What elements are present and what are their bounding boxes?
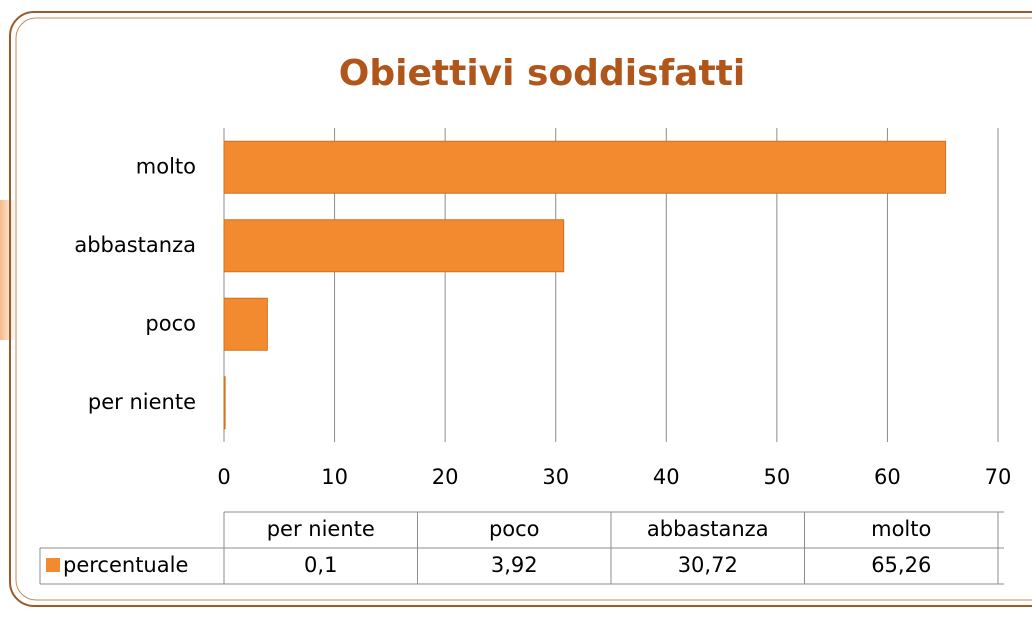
table-header: molto — [871, 517, 931, 541]
x-tick-label: 20 — [432, 465, 459, 489]
chart-title: Obiettivi soddisfatti — [339, 53, 745, 94]
table-header: abbastanza — [647, 517, 769, 541]
x-tick-label: 70 — [985, 465, 1012, 489]
x-tick-label: 50 — [763, 465, 790, 489]
y-tick-label: poco — [145, 311, 196, 335]
bar — [223, 140, 947, 194]
legend-key — [46, 558, 60, 572]
frame — [9, 11, 1032, 607]
frame-glow — [0, 200, 16, 340]
table-value: 0,1 — [304, 553, 337, 577]
table-value: 65,26 — [871, 553, 931, 577]
table-value: 3,92 — [491, 553, 538, 577]
x-tick-label: 40 — [653, 465, 680, 489]
y-tick-label: molto — [136, 154, 196, 178]
table-value: 30,72 — [678, 553, 738, 577]
x-tick-label: 30 — [542, 465, 569, 489]
frame-inner — [15, 17, 1032, 601]
bar — [223, 219, 565, 273]
table-header: poco — [489, 517, 540, 541]
y-tick-label: abbastanza — [74, 233, 196, 257]
legend-label: percentuale — [63, 553, 188, 577]
x-tick-label: 60 — [874, 465, 901, 489]
bar — [223, 297, 268, 351]
y-tick-label: per niente — [88, 390, 196, 414]
x-tick-label: 10 — [321, 465, 348, 489]
x-tick-label: 0 — [217, 465, 230, 489]
table-header: per niente — [267, 517, 375, 541]
bar — [223, 376, 226, 430]
